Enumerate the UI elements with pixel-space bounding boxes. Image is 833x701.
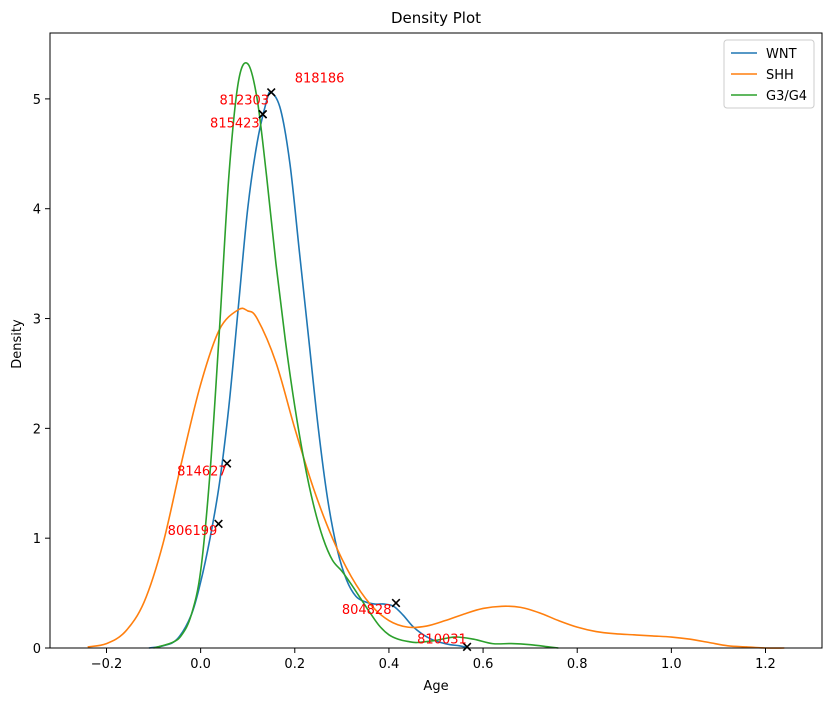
x-tick-label: 0.8 <box>567 657 588 672</box>
x-tick-label: 1.2 <box>755 657 776 672</box>
series-line-g3-g4 <box>153 62 559 649</box>
legend-label: SHH <box>766 68 794 83</box>
y-tick-label: 3 <box>33 313 41 328</box>
legend: WNT SHH G3/G4 <box>723 39 815 109</box>
legend-label: G3/G4 <box>766 89 807 104</box>
annotation-label: 818186 <box>295 71 345 86</box>
chart-title: Density Plot <box>391 9 481 27</box>
x-marker <box>266 87 276 97</box>
y-tick-label: 1 <box>33 532 41 547</box>
axes-frame <box>49 32 823 649</box>
y-tick-label: 0 <box>33 642 41 657</box>
x-marker <box>391 598 401 608</box>
series-line-shh <box>87 307 785 649</box>
y-axis-label: Density <box>10 319 25 369</box>
annotation-label: 812303 <box>219 93 269 108</box>
x-marker <box>222 459 232 468</box>
x-tick-label: −0.2 <box>91 657 123 672</box>
plot-area: 818186 812303 815423 814627 806199 804828 8100… <box>87 62 785 652</box>
annotation-label: 814627 <box>177 465 227 480</box>
annotation-label: 810031 <box>417 633 467 648</box>
x-tick-label: 0.0 <box>190 657 211 672</box>
x-tick-label: 1.0 <box>661 657 682 672</box>
annotation-label: 815423 <box>210 116 260 131</box>
legend-label: WNT <box>766 47 797 62</box>
legend-box <box>723 39 815 109</box>
y-tick-label: 4 <box>33 203 41 218</box>
x-tick-label: 0.2 <box>284 657 305 672</box>
y-axis: 0 1 2 3 4 5 <box>33 93 50 657</box>
x-axis: −0.2 0.0 0.2 0.4 0.6 0.8 1.0 1.2 <box>91 648 776 672</box>
annotation-label: 804828 <box>342 603 392 618</box>
y-tick-label: 2 <box>33 422 41 437</box>
x-marker <box>462 642 472 652</box>
x-tick-label: 0.6 <box>473 657 494 672</box>
x-marker <box>214 519 223 529</box>
annotation-label: 806199 <box>168 524 218 539</box>
x-marker <box>258 109 268 119</box>
x-axis-label: Age <box>423 679 448 694</box>
y-tick-label: 5 <box>33 93 41 108</box>
x-tick-label: 0.4 <box>379 657 400 672</box>
